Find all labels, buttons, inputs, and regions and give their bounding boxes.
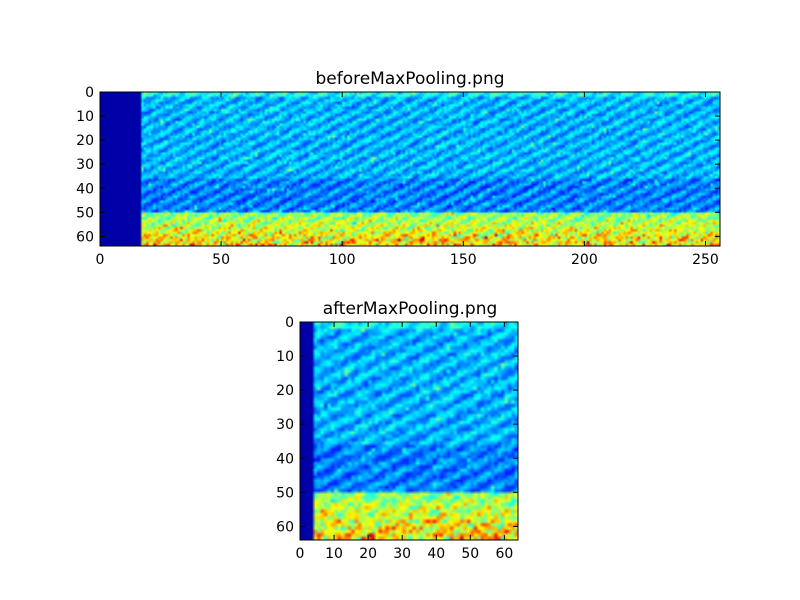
y-tick-label: 0 xyxy=(85,85,94,101)
x-tick-label: 30 xyxy=(393,546,411,562)
x-tick-label: 50 xyxy=(461,546,479,562)
y-tick-label: 40 xyxy=(276,451,294,467)
x-tick-label: 40 xyxy=(427,546,445,562)
y-tick-label: 0 xyxy=(285,315,294,331)
y-tick-label: 20 xyxy=(76,133,94,149)
y-tick-label: 20 xyxy=(276,383,294,399)
x-tick-label: 50 xyxy=(212,252,230,268)
y-tick-label: 60 xyxy=(76,229,94,245)
chart-after-max-pooling: afterMaxPooling.png 0 10 20 30 40 50 600102030… xyxy=(276,299,519,562)
x-tick-label: 0 xyxy=(96,252,105,268)
x-tick-label: 60 xyxy=(495,546,513,562)
x-tick-label: 100 xyxy=(329,252,356,268)
heatmap-before xyxy=(100,92,720,246)
y-tick-label: 30 xyxy=(276,417,294,433)
x-tick-label: 200 xyxy=(571,252,598,268)
y-tick-label: 10 xyxy=(76,109,94,125)
x-tick-label: 20 xyxy=(359,546,377,562)
y-tick-label: 60 xyxy=(276,519,294,535)
x-tick-label: 150 xyxy=(450,252,477,268)
chart-title-before: beforeMaxPooling.png xyxy=(315,69,504,89)
y-tick-label: 50 xyxy=(276,485,294,501)
y-tick-label: 40 xyxy=(76,181,94,197)
y-tick-label: 10 xyxy=(276,349,294,365)
plot-frame-before xyxy=(99,91,721,247)
y-tick-label: 50 xyxy=(76,205,94,221)
plot-frame-after xyxy=(299,321,519,541)
x-tick-label: 250 xyxy=(692,252,719,268)
chart-title-after: afterMaxPooling.png xyxy=(323,299,498,319)
x-tick-label: 0 xyxy=(296,546,305,562)
y-tick-label: 30 xyxy=(76,157,94,173)
chart-before-max-pooling: beforeMaxPooling.png 0 50 100 150 200 250 0 10 2… xyxy=(76,69,721,268)
axis-ticks-before: 0 50 100 150 200 250 0 10 20 30 40 50 60 xyxy=(76,85,720,268)
x-tick-label: 10 xyxy=(325,546,343,562)
heatmap-after xyxy=(300,322,518,540)
